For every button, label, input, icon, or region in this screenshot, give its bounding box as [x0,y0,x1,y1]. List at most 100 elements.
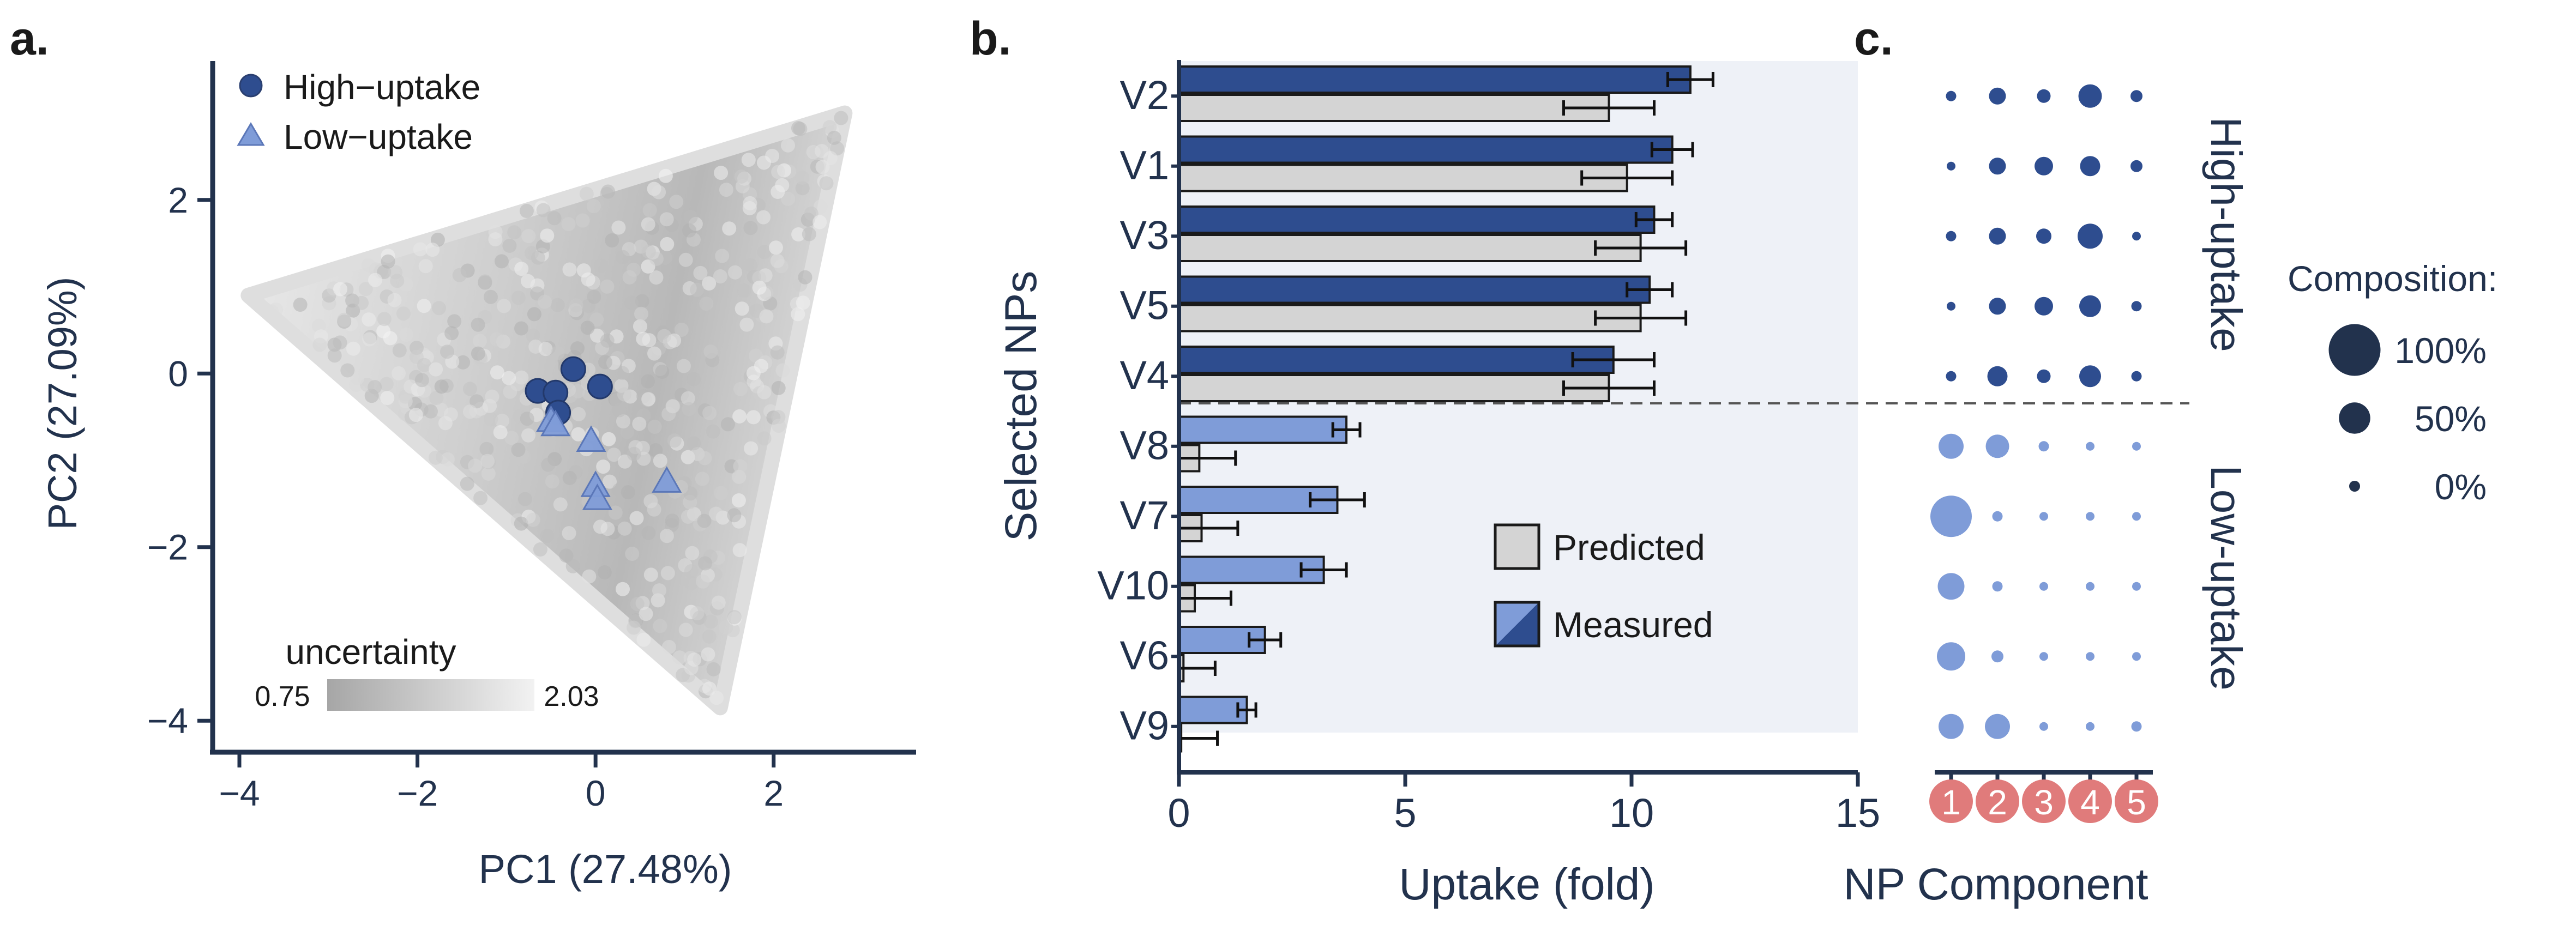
point-high-uptake [587,373,613,400]
cloud-dot [438,416,453,431]
cloud-dot [685,546,700,560]
cloud-dot [684,564,699,579]
cloud-dot [594,258,608,273]
cloud-dot [714,166,729,180]
legend-marker-high [239,74,263,98]
cloud-dot [562,262,577,277]
composition-dot [2132,512,2141,521]
cloud-dot [744,441,759,456]
cloud-dot [629,511,644,525]
cloud-dot [616,582,630,596]
cloud-dot [514,516,528,531]
composition-legend-entries: 100% 50% 0% [2328,324,2487,507]
cloud-dot [621,485,635,499]
component-badge-label: 5 [2127,783,2146,822]
panel-a-pca-scatter: a. −4 −2 0 2 −4 −2 0 2 High−uptake [10,13,916,892]
cloud-dot [361,258,376,273]
cloud-dot [698,556,712,571]
cloud-dot [452,268,467,282]
composition-dot [2086,722,2094,731]
cloud-dot [678,622,693,637]
cloud-dot [368,273,382,287]
cloud-dot [770,253,785,268]
bar-legend: Predicted Measured [1494,523,1713,648]
cloud-dot [684,576,699,590]
cloud-dot [612,403,627,418]
bar-category-label: V1 [1120,143,1169,188]
pca-y-tick-label: −2 [147,527,188,567]
cloud-dot [535,239,550,253]
cloud-dot [540,529,555,543]
cloud-dot [795,171,810,185]
cloud-dot [561,217,576,232]
composition-dot [2039,652,2048,661]
cloud-dot [392,343,407,358]
cloud-dot [526,512,540,527]
cloud-dot [695,471,709,486]
cloud-dot [511,443,526,457]
cloud-dot [533,542,547,557]
cloud-dot [269,302,284,317]
cloud-dot [616,250,630,264]
pca-axes: −4 −2 0 2 −4 −2 0 2 [147,61,916,813]
composition-dot [2039,582,2048,591]
cloud-dot [470,394,484,409]
cloud-dot [791,227,806,241]
cloud-dot [519,204,534,218]
component-badge [2022,779,2066,823]
composition-dot [1985,714,2010,739]
pca-x-axis-label: PC1 (27.48%) [479,847,732,892]
cloud-dot [456,355,471,370]
cloud-dot [580,321,595,335]
composition-legend-dot [2339,402,2370,434]
composition-dot [1989,227,2006,245]
composition-dot [1946,90,1957,101]
cloud-dot [565,559,580,573]
composition-dot [1989,298,2006,315]
legend-label-low: Low−uptake [284,117,473,156]
cloud-dot [589,312,604,327]
cloud-dot [502,371,516,385]
cloud-dot [600,279,615,294]
cloud-dot [428,450,443,465]
cloud-dot [462,382,477,396]
composition-dot [1989,158,2006,175]
composition-dot [2039,722,2048,731]
colorbar-gradient [327,679,534,711]
cloud-dot [757,431,772,446]
colorbar-title: uncertainty [285,632,456,672]
cloud-dot [652,185,666,199]
cloud-dot [536,203,551,217]
cloud-dot [550,298,565,312]
cloud-dot [504,431,519,445]
cloud-dot [340,363,355,378]
cloud-dot [616,414,630,428]
cloud-dot [603,474,617,489]
cloud-dot [447,314,462,329]
point-high-uptake [560,356,586,382]
composition-dot [1946,371,1957,382]
bar-x-tick-label: 0 [1167,790,1190,836]
panel-label-c: c. [1854,13,1893,65]
cloud-dot [719,620,733,635]
cloud-dot [798,270,812,285]
panel-label-a: a. [10,13,49,65]
cloud-dot [647,420,662,434]
composition-dot [1937,642,1965,671]
cloud-dot [641,392,656,407]
cloud-dot [703,344,718,359]
bar-predicted [1178,94,1610,122]
component-axis-label: NP Component [1843,860,2148,909]
cloud-dot [417,383,431,398]
cloud-dot [611,220,626,235]
bar-x-tick-label: 5 [1394,790,1416,836]
cloud-dot [754,359,768,373]
cloud-dot [575,213,590,228]
cloud-dot [571,407,586,421]
cloud-dot [641,217,655,232]
cloud-dot [697,451,712,465]
cloud-dot [383,331,398,346]
point-low-uptake [652,466,682,493]
component-badge-label: 4 [2080,783,2100,822]
